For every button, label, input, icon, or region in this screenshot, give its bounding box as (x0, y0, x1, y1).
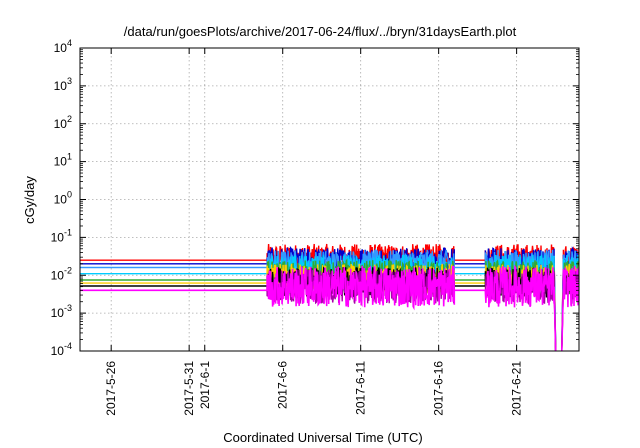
x-tick-label: 2017-6-21 (510, 361, 524, 416)
y-tick-label: 101 (54, 152, 72, 169)
y-tick-label: 10-1 (51, 227, 72, 244)
x-axis: 2017-5-26 2017-5-31 2017-6-1 2017-6-6 2017-6… (104, 48, 524, 416)
y-axis: 10-4 10-3 10-2 10-1 100 101 102 103 104 (51, 38, 579, 358)
chart-title: /data/run/goesPlots/archive/2017-06-24/f… (124, 24, 517, 39)
series-layer (80, 243, 579, 351)
y-tick-label: 10-4 (51, 341, 72, 358)
x-axis-label: Coordinated Universal Time (UTC) (223, 430, 422, 445)
y-tick-label: 104 (54, 38, 72, 55)
x-tick-label: 2017-6-11 (354, 361, 368, 415)
x-tick-label: 2017-6-16 (432, 361, 446, 416)
x-tick-label: 2017-5-31 (182, 361, 196, 416)
y-tick-label: 102 (54, 114, 72, 131)
x-tick-label: 2017-5-26 (104, 361, 118, 416)
x-tick-label: 2017-6-1 (198, 361, 212, 409)
y-tick-label: 103 (54, 76, 72, 93)
y-axis-label: cGy/day (22, 176, 37, 224)
y-tick-label: 100 (54, 190, 72, 207)
series-line (80, 264, 579, 351)
x-tick-label: 2017-6-6 (276, 361, 290, 409)
grid (80, 48, 579, 351)
y-tick-label: 10-2 (51, 265, 72, 282)
y-tick-label: 10-3 (51, 303, 72, 320)
